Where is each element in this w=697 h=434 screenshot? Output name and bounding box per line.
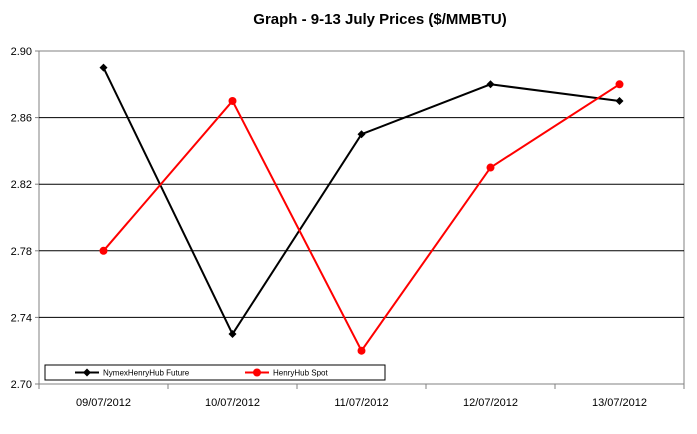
y-tick-label: 2.70	[11, 379, 32, 391]
x-tick-label: 10/07/2012	[205, 397, 260, 409]
data-point	[228, 96, 237, 105]
y-tick-label: 2.74	[11, 312, 32, 324]
legend-marker	[253, 368, 261, 377]
chart-title: Graph - 9-13 July Prices ($/MMBTU)	[253, 11, 506, 28]
series-2	[99, 80, 624, 355]
legend-label: NymexHenryHub Future	[103, 369, 190, 378]
y-tick-label: 2.82	[11, 179, 32, 191]
x-tick-label: 13/07/2012	[592, 397, 647, 409]
y-axis: 2.70 2.74 2.78 2.82 2.86 2.90	[11, 46, 39, 391]
data-point	[486, 80, 495, 89]
data-point	[357, 130, 366, 139]
legend-box	[44, 364, 386, 381]
legend-item: HenryHub Spot	[245, 368, 328, 378]
x-tick-label: 12/07/2012	[463, 397, 518, 409]
data-point	[228, 330, 237, 339]
x-tick-label: 11/07/2012	[334, 397, 388, 409]
x-tick-label: 09/07/2012	[76, 397, 131, 409]
data-point	[486, 163, 495, 172]
data-point	[99, 246, 108, 255]
series-1	[99, 63, 624, 339]
data-point	[357, 346, 366, 355]
legend-marker	[83, 368, 91, 377]
legend: NymexHenryHub Future HenryHub Spot	[44, 364, 386, 381]
plot-area	[38, 50, 685, 385]
data-point	[615, 80, 624, 89]
gridlines	[39, 117, 684, 318]
data-point	[615, 96, 624, 105]
legend-item: NymexHenryHub Future	[75, 368, 190, 378]
data-point	[99, 63, 108, 72]
y-tick-label: 2.86	[11, 113, 32, 125]
series	[99, 63, 624, 355]
y-tick-label: 2.78	[11, 246, 32, 258]
x-axis: 09/07/2012 10/07/2012 11/07/2012 12/07/2012…	[38, 384, 685, 409]
y-tick-label: 2.90	[11, 46, 32, 58]
legend-label: HenryHub Spot	[273, 369, 328, 378]
